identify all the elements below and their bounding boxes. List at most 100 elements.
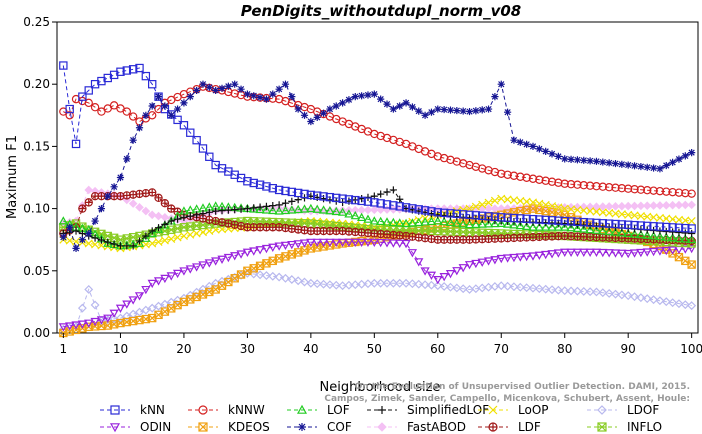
data-point-knn <box>630 220 639 230</box>
data-point-simplifiedlof <box>231 205 239 214</box>
data-point-cof <box>529 142 537 150</box>
data-point-knn <box>484 212 493 221</box>
data-point-odin <box>426 271 437 280</box>
data-point-knnw <box>516 172 525 181</box>
data-point-ldof <box>401 278 411 288</box>
data-point-odin <box>598 248 608 258</box>
data-point-cof <box>180 99 188 107</box>
data-point-fastabod <box>642 201 652 211</box>
data-point-loop <box>624 210 633 219</box>
data-point-fastabod <box>674 200 684 210</box>
data-point-cof <box>224 82 232 90</box>
data-point-cof <box>294 105 302 113</box>
data-point-cof <box>688 149 696 157</box>
data-point-simplifiedlof <box>281 199 290 207</box>
data-point-simplifiedlof <box>377 190 385 198</box>
data-point-knn <box>147 79 157 89</box>
data-point-loop <box>84 239 93 248</box>
legend-item-ldf: LDF <box>478 420 541 434</box>
data-point-lof <box>337 207 348 216</box>
data-point-cof <box>649 164 658 172</box>
data-point-loop <box>586 207 595 216</box>
data-point-odin <box>223 253 233 263</box>
legend-label-ldf: LDF <box>518 420 541 434</box>
chart-title: PenDigits_withoutdupl_norm_v08 <box>241 2 521 20</box>
data-point-odin <box>617 249 627 258</box>
data-point-cof <box>548 150 556 158</box>
data-point-knn <box>338 194 347 203</box>
data-point-ldof <box>369 278 379 288</box>
data-point-knn <box>541 215 550 225</box>
data-point-simplifiedlof <box>294 196 302 204</box>
data-point-cof <box>453 106 461 115</box>
data-point-odin <box>610 249 621 258</box>
data-point-knn <box>592 218 601 228</box>
data-point-loop <box>160 236 169 245</box>
x-tick-label: 30 <box>240 342 255 356</box>
y-axis-label: Maximum F1 <box>5 135 20 219</box>
data-point-knn <box>59 61 68 70</box>
data-point-knn <box>274 185 284 195</box>
data-point-knn <box>408 204 417 213</box>
data-point-odin <box>236 250 246 259</box>
data-point-odin <box>541 250 551 260</box>
plot-frame <box>56 21 699 334</box>
data-point-loop <box>567 205 576 214</box>
data-point-knnw <box>554 178 563 187</box>
data-point-lof <box>477 219 487 228</box>
data-point-ldof <box>357 279 367 289</box>
data-point-odin <box>134 292 145 301</box>
data-point-knnw <box>90 103 100 112</box>
data-point-cof <box>319 109 328 117</box>
data-point-knn <box>585 218 595 227</box>
data-point-cof <box>59 233 67 241</box>
data-point-cof <box>605 159 613 167</box>
data-point-loop <box>605 208 614 217</box>
data-point-odin <box>77 320 88 329</box>
data-point-knn <box>566 217 576 226</box>
legend-marker-odin <box>109 423 121 433</box>
data-point-lof <box>560 222 570 231</box>
legend-item-knnw: kNNW <box>188 403 265 417</box>
data-point-ldof <box>560 286 570 296</box>
data-point-odin <box>293 240 303 249</box>
credit-line-1: On the Evaluation of Unsupervised Outlie… <box>355 382 690 392</box>
data-point-odin <box>376 238 386 248</box>
data-point-simplifiedlof <box>389 186 397 194</box>
data-point-odin <box>147 279 157 289</box>
y-axis: 0.00 0.05 0.10 0.15 0.20 0.25 <box>23 15 57 340</box>
data-point-ldof <box>598 288 608 298</box>
legend-item-kdeos: KDEOS <box>188 420 270 434</box>
data-point-loop <box>630 211 639 220</box>
data-point-knnw <box>649 186 658 195</box>
data-point-fastabod <box>141 206 151 216</box>
data-point-knnw <box>154 104 163 114</box>
data-point-ldof <box>363 279 373 289</box>
data-point-ldof <box>592 287 601 297</box>
data-point-knn <box>414 205 423 214</box>
legend-item-inflo: INFLO <box>587 420 662 434</box>
data-point-odin <box>96 316 107 325</box>
data-point-knn <box>173 115 182 125</box>
data-point-ldof <box>268 271 278 281</box>
data-point-ldf <box>78 204 87 213</box>
legend-item-lof: LOF <box>287 403 350 417</box>
legend-marker-knn <box>110 405 120 415</box>
data-point-ldof <box>319 279 329 289</box>
data-point-ldof <box>300 277 309 287</box>
data-point-fastabod <box>592 202 601 212</box>
data-point-lof <box>407 218 418 227</box>
data-point-cof <box>173 105 182 113</box>
data-point-odin <box>325 238 335 248</box>
legend-item-odin: ODIN <box>100 420 171 434</box>
data-point-simplifiedlof <box>275 201 283 209</box>
data-point-odin <box>274 242 284 251</box>
data-point-odin <box>585 248 595 257</box>
data-point-ldof <box>439 282 449 291</box>
data-point-simplifiedlof <box>116 242 125 250</box>
data-point-knnw <box>592 182 601 191</box>
data-point-knn <box>439 208 449 218</box>
data-point-odin <box>591 248 602 257</box>
data-point-knn <box>122 66 132 75</box>
data-point-simplifiedlof <box>243 205 251 213</box>
